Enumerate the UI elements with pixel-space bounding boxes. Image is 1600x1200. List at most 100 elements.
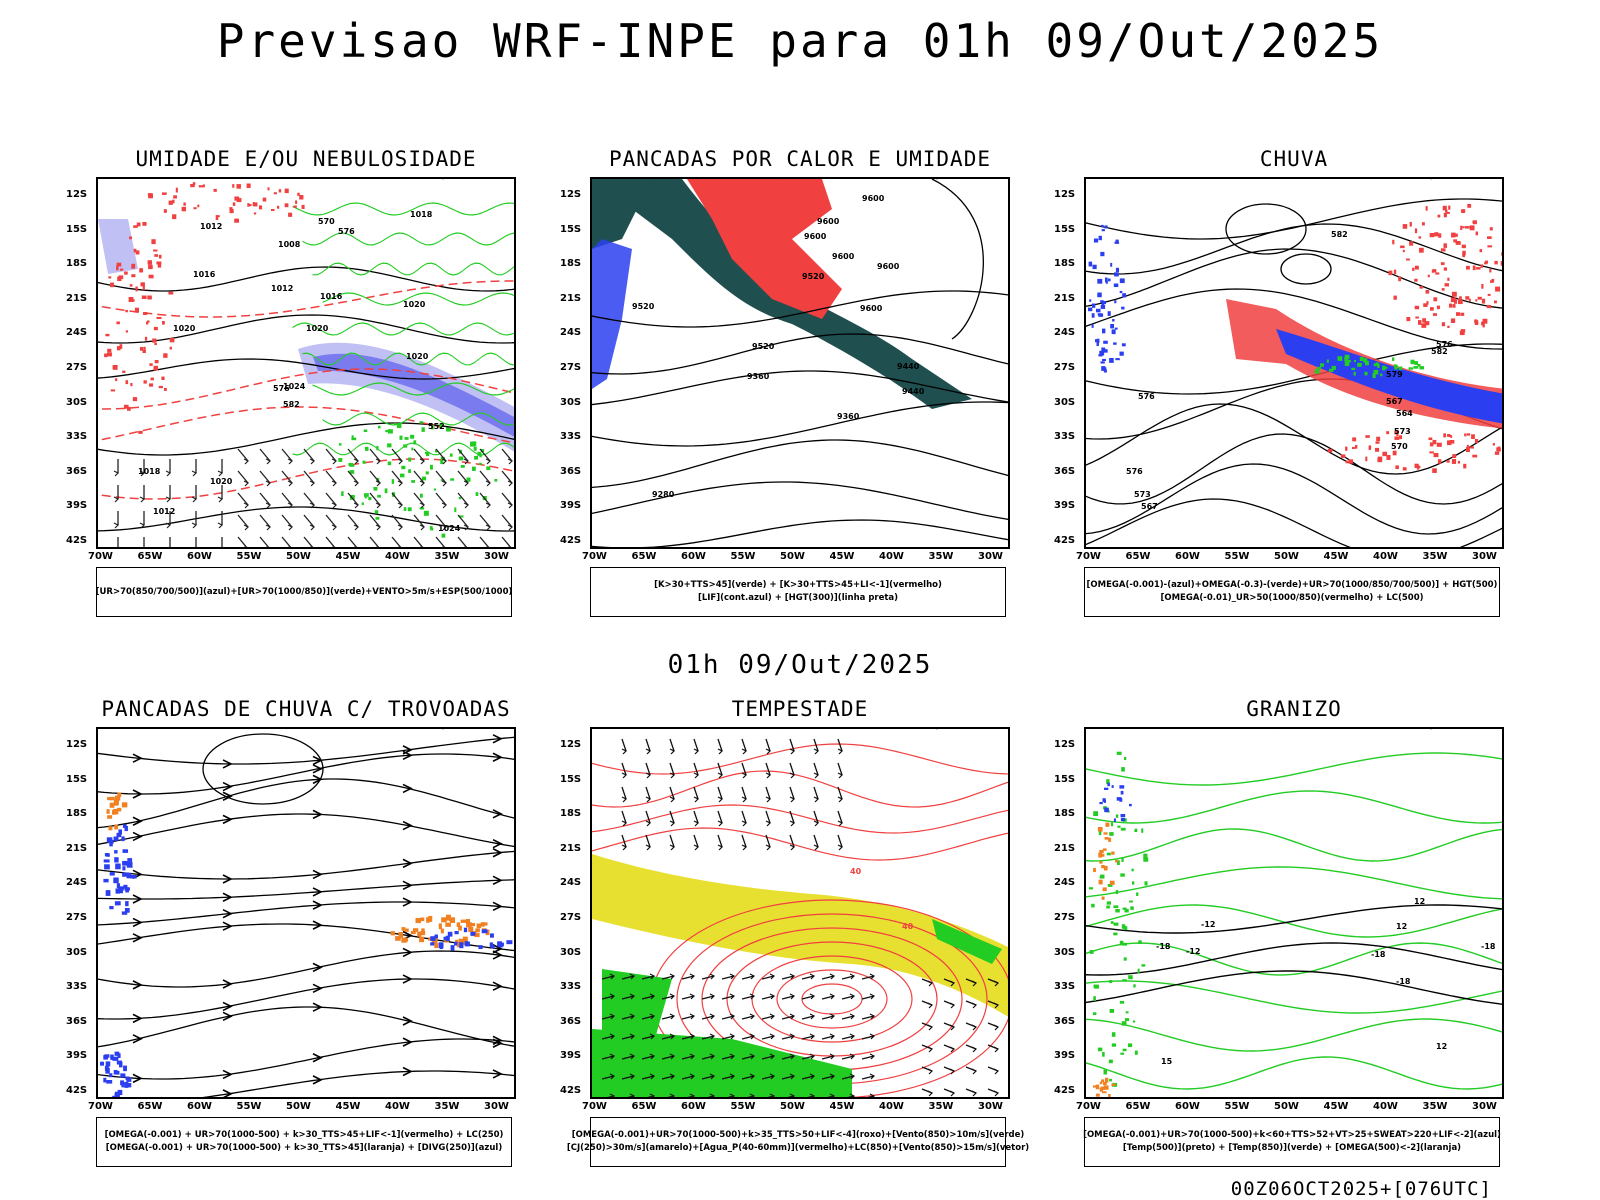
wind-vector-head	[741, 748, 748, 755]
contour-label: -18	[1396, 977, 1411, 986]
contour-label: 9360	[747, 372, 770, 381]
streamline-arrow	[222, 781, 233, 792]
blue-speckle	[123, 884, 128, 889]
blue-speckle	[1120, 814, 1126, 818]
blue-speckle	[1104, 807, 1109, 813]
wind-vector	[621, 1055, 635, 1060]
green-speckle	[1110, 822, 1114, 827]
red-speckle	[104, 353, 108, 358]
green-speckle	[1132, 881, 1135, 885]
red-speckle	[154, 254, 159, 257]
temp500-contour	[1086, 904, 1502, 934]
orange-speckle	[1097, 827, 1103, 832]
red-speckle	[1449, 440, 1455, 444]
wind-vector-head	[749, 993, 756, 1000]
run-timestamp: 00Z06OCT2025+[076UTC]	[1230, 1178, 1492, 1200]
green-speckle	[404, 437, 409, 440]
red-speckle	[173, 195, 177, 199]
lat-tick-label: 21S	[66, 842, 88, 854]
orange-speckle	[482, 922, 488, 926]
wind-vector	[821, 1035, 835, 1040]
legend-pancadas-calor: [K>30+TTS>45](verde) + [K>30+TTS>45+LI<-…	[590, 567, 1006, 617]
green-speckle	[1113, 905, 1119, 909]
blue-speckle	[1103, 340, 1108, 344]
wind-vector	[837, 738, 843, 752]
blue-speckle	[105, 1061, 111, 1067]
lon-tick-label: 45W	[335, 1101, 361, 1112]
red-speckle	[142, 349, 146, 354]
green-speckle	[1131, 868, 1134, 872]
wind-vector	[693, 786, 699, 800]
wind850-green-region	[932, 919, 1002, 964]
red-speckle	[1415, 316, 1419, 319]
orange-speckle	[440, 928, 444, 934]
red-speckle	[1452, 454, 1457, 458]
red-speckle	[116, 346, 121, 351]
streamline-arrow	[492, 1069, 503, 1079]
wind-vector	[303, 470, 315, 484]
streamline	[98, 736, 514, 765]
red-speckle	[1475, 438, 1479, 444]
panel-title-chuva: CHUVA	[1259, 147, 1329, 171]
orange-speckle	[117, 792, 122, 797]
red-speckle	[1448, 205, 1451, 210]
red-speckle	[1468, 298, 1471, 302]
blue-speckle	[110, 1054, 114, 1060]
blue-speckle	[1099, 802, 1103, 805]
blue-speckle	[1100, 224, 1104, 228]
streamline	[1086, 498, 1502, 547]
wind-vector	[761, 1055, 775, 1060]
green-speckle	[411, 447, 414, 451]
wind-vector	[717, 738, 723, 752]
green-speckle	[1141, 964, 1146, 967]
orange-speckle	[398, 932, 403, 938]
red-speckle	[122, 370, 126, 373]
blue-speckle	[1119, 798, 1123, 802]
green-speckle	[1113, 932, 1118, 936]
streamline-arrow	[492, 809, 503, 819]
wind-vector-head	[693, 844, 700, 851]
wind-vector-head	[829, 973, 836, 980]
wind-vector	[479, 470, 491, 484]
main-title: Previsao WRF-INPE para 01h 09/Out/2025	[216, 14, 1384, 68]
green-speckle	[1417, 364, 1421, 367]
orange-speckle	[476, 923, 482, 929]
red-speckle	[1402, 224, 1408, 229]
legend-umidade: [UR>70(850/700/500)](azul)+[UR>70(1000/8…	[96, 567, 512, 617]
wind-vector	[621, 1035, 635, 1040]
wind-vector-head	[287, 458, 294, 465]
red-speckle	[128, 297, 134, 302]
blue-speckle	[506, 940, 513, 945]
wind-vector-head	[354, 546, 356, 547]
green-speckle	[1394, 364, 1398, 370]
streamline-arrow	[132, 980, 143, 990]
wind-vector-head	[729, 973, 736, 980]
blue-speckle	[1115, 358, 1120, 361]
green-speckle	[1408, 367, 1414, 370]
panel-title-granizo: GRANIZO	[1246, 697, 1342, 721]
red-speckle	[1400, 245, 1405, 249]
red-speckle	[1459, 296, 1462, 302]
orange-speckle	[395, 936, 401, 941]
blue-speckle	[106, 853, 110, 857]
green-speckle	[460, 465, 465, 468]
temp850-contour	[1086, 904, 1502, 938]
blue-speckle	[1104, 787, 1109, 791]
wind-vector-head	[463, 480, 470, 487]
wind-vector-head	[353, 458, 360, 465]
green-speckle	[375, 517, 380, 520]
lc850-contour	[592, 827, 1008, 861]
green-speckle	[475, 492, 479, 496]
lat-tick-label: 39S	[66, 500, 88, 512]
red-speckle	[149, 383, 154, 387]
wind-vector	[391, 470, 403, 484]
contour-label: 576	[1436, 340, 1453, 349]
wind-vector	[479, 514, 491, 528]
green-speckle	[421, 476, 427, 481]
streamline-arrow	[222, 908, 233, 919]
lat-tick-label: 21S	[560, 292, 582, 304]
green-speckle	[1377, 363, 1380, 368]
wind-vector-head	[869, 1033, 876, 1040]
jet-yellow-band	[592, 854, 1008, 1017]
blue-speckle	[1105, 280, 1108, 284]
